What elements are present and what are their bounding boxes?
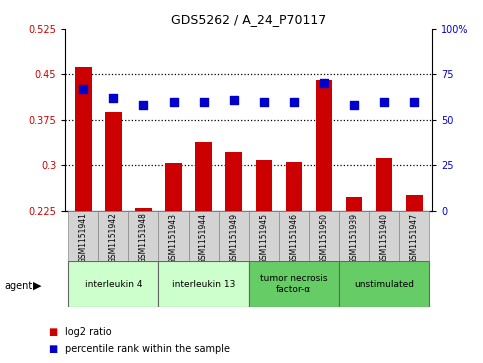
- Bar: [369, 211, 399, 261]
- Text: log2 ratio: log2 ratio: [65, 327, 112, 337]
- Bar: [219, 211, 249, 261]
- Bar: [406, 195, 423, 211]
- Bar: [158, 261, 249, 307]
- Text: GSM1151942: GSM1151942: [109, 213, 118, 264]
- Bar: [68, 211, 99, 261]
- Text: interleukin 4: interleukin 4: [85, 280, 142, 289]
- Point: [110, 95, 117, 101]
- Text: percentile rank within the sample: percentile rank within the sample: [65, 344, 230, 354]
- Text: GSM1151947: GSM1151947: [410, 213, 419, 264]
- Bar: [309, 211, 339, 261]
- Bar: [256, 160, 272, 211]
- Bar: [399, 211, 429, 261]
- Text: GSM1151945: GSM1151945: [259, 213, 268, 264]
- Bar: [249, 211, 279, 261]
- Text: ■: ■: [48, 327, 57, 337]
- Point: [79, 86, 87, 92]
- Bar: [68, 261, 158, 307]
- Bar: [339, 211, 369, 261]
- Bar: [285, 162, 302, 211]
- Text: GSM1151943: GSM1151943: [169, 213, 178, 264]
- Point: [350, 102, 358, 108]
- Bar: [188, 211, 219, 261]
- Bar: [226, 152, 242, 211]
- Bar: [339, 261, 429, 307]
- Bar: [135, 208, 152, 211]
- Bar: [158, 211, 188, 261]
- Text: interleukin 13: interleukin 13: [172, 280, 235, 289]
- Text: GSM1151944: GSM1151944: [199, 213, 208, 264]
- Point: [320, 81, 328, 86]
- Bar: [249, 261, 339, 307]
- Bar: [195, 142, 212, 211]
- Text: ■: ■: [48, 344, 57, 354]
- Text: agent: agent: [5, 281, 33, 291]
- Point: [260, 99, 268, 105]
- Bar: [316, 81, 332, 211]
- Point: [230, 97, 238, 103]
- Point: [380, 99, 388, 105]
- Point: [170, 99, 177, 105]
- Bar: [376, 158, 392, 211]
- Point: [140, 102, 147, 108]
- Bar: [75, 66, 92, 211]
- Text: GSM1151940: GSM1151940: [380, 213, 389, 264]
- Point: [411, 99, 418, 105]
- Text: tumor necrosis
factor-α: tumor necrosis factor-α: [260, 274, 327, 294]
- Bar: [346, 197, 362, 211]
- Bar: [99, 211, 128, 261]
- Text: GSM1151948: GSM1151948: [139, 213, 148, 264]
- Text: GSM1151941: GSM1151941: [79, 213, 88, 264]
- Bar: [128, 211, 158, 261]
- Bar: [279, 211, 309, 261]
- Text: ▶: ▶: [33, 281, 42, 291]
- Point: [200, 99, 208, 105]
- Text: GSM1151939: GSM1151939: [350, 213, 358, 264]
- Bar: [105, 112, 122, 211]
- Bar: [165, 163, 182, 211]
- Text: GSM1151950: GSM1151950: [319, 213, 328, 264]
- Title: GDS5262 / A_24_P70117: GDS5262 / A_24_P70117: [171, 13, 327, 26]
- Text: GSM1151949: GSM1151949: [229, 213, 238, 264]
- Text: GSM1151946: GSM1151946: [289, 213, 298, 264]
- Point: [290, 99, 298, 105]
- Text: unstimulated: unstimulated: [354, 280, 414, 289]
